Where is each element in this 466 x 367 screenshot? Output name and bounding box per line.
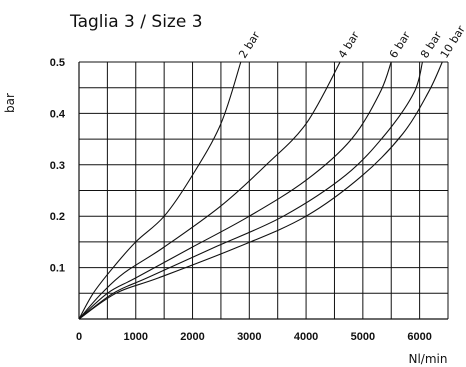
series-label: 2 bar: [236, 29, 263, 61]
series-line: [78, 61, 392, 320]
x-tick-label: 1000: [124, 331, 148, 343]
x-tick-label: 0: [76, 331, 82, 343]
series-line: [78, 61, 242, 320]
y-tick-label: 0.2: [50, 211, 65, 223]
x-tick-label: 6000: [407, 331, 431, 343]
x-tick-label: 4000: [294, 331, 318, 343]
tick-labels: 0 1000 2000 3000 4000 5000 6000 0.1 0.2 0.3 0.4 0.5: [50, 57, 432, 343]
x-tick-label: 5000: [351, 331, 375, 343]
y-axis-label: bar: [3, 93, 17, 113]
series-label: 10 bar: [438, 23, 466, 61]
axes: [78, 62, 448, 320]
x-tick-label: 2000: [180, 331, 204, 343]
series-label: 4 bar: [336, 29, 363, 61]
series-line: [78, 61, 341, 320]
series-lines: [78, 61, 443, 320]
chart-title: Taglia 3 / Size 3: [69, 12, 203, 32]
series-line: [78, 61, 443, 320]
grid: [79, 61, 449, 319]
series-label: 6 bar: [387, 29, 414, 61]
y-tick-label: 0.4: [50, 108, 66, 120]
x-tick-label: 3000: [237, 331, 261, 343]
series-line: [78, 61, 424, 320]
y-tick-label: 0.3: [50, 160, 65, 172]
y-tick-label: 0.1: [50, 263, 65, 275]
y-tick-label: 0.5: [50, 57, 65, 69]
x-axis-label: Nl/min: [409, 352, 448, 366]
